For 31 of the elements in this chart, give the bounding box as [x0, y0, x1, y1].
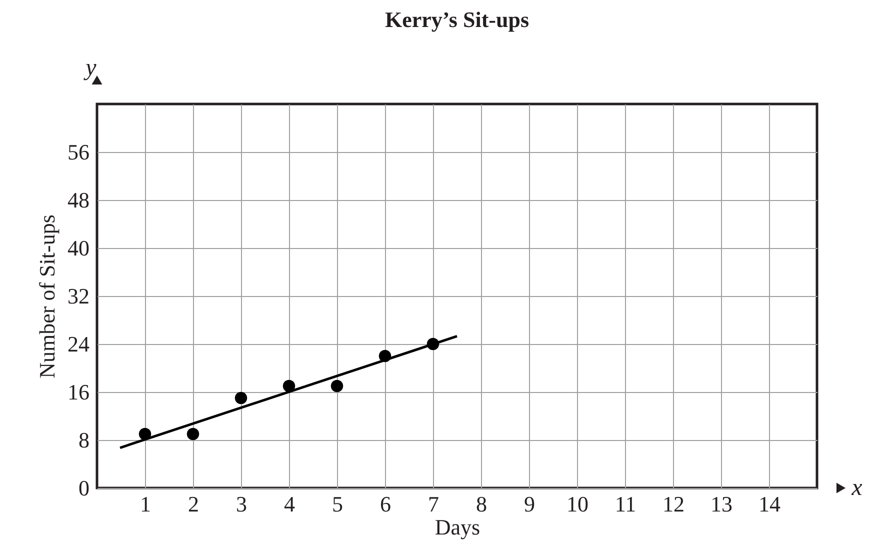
x-axis-title: Days	[434, 514, 480, 540]
x-tick-label: 3	[236, 492, 247, 516]
x-tick-label: 14	[758, 492, 780, 516]
point	[282, 380, 296, 392]
x-tick-label: 8	[476, 492, 487, 516]
x-tick-label: 9	[524, 492, 535, 516]
y-axis-title: Number of Sit-ups	[34, 214, 60, 378]
x-tick-label: 1	[140, 492, 151, 516]
y-tick-label: 24	[68, 332, 90, 356]
x-tick-label: 6	[380, 492, 391, 516]
text: y	[84, 55, 97, 81]
x-tick-label: 4	[284, 492, 295, 516]
x-tick-label: 7	[428, 492, 439, 516]
y-tick-label: 16	[68, 380, 90, 404]
point	[234, 392, 248, 404]
x-tick-label: 11	[614, 492, 636, 516]
x-tick-label: 13	[710, 492, 732, 516]
x-tick-label: 10	[566, 492, 588, 516]
y-tick-label: 0	[78, 476, 90, 500]
x-tick-label: 12	[662, 492, 684, 516]
chart-title: Kerry’s Sit-ups	[384, 7, 530, 32]
x-tick-label: 5	[332, 492, 343, 516]
x-tick-label: 2	[188, 492, 199, 516]
y-tick-label: 40	[68, 236, 90, 260]
text: x	[850, 475, 863, 501]
y-tick-label: 8	[78, 428, 90, 452]
y-tick-label: 48	[68, 188, 90, 212]
y-tick-label: 56	[68, 140, 90, 164]
point	[186, 428, 200, 440]
point	[330, 380, 344, 392]
y-tick-label: 32	[68, 284, 90, 308]
